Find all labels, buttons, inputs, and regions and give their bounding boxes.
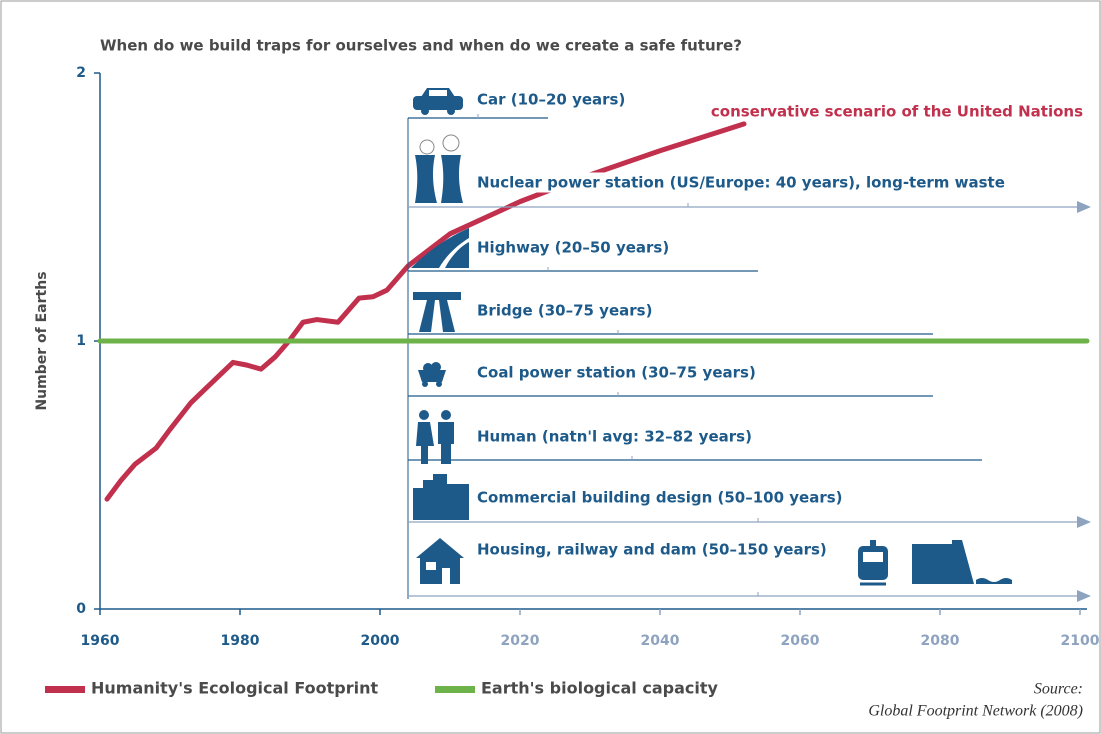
legend-swatch — [435, 686, 475, 693]
source: Source: — [1034, 681, 1083, 698]
chart-title: When do we build traps for ourselves and… — [100, 37, 742, 55]
legend-label: Earth's biological capacity — [481, 679, 718, 698]
x-tick-label: 2060 — [781, 633, 820, 649]
x-tick-label: 2000 — [361, 633, 400, 649]
y-tick-label: 2 — [76, 65, 86, 81]
y-axis-label: Number of Earths — [34, 271, 50, 410]
x-tick-label: 1980 — [221, 633, 260, 649]
timeline-label: Car (10–20 years) — [477, 91, 625, 109]
timeline-label: Housing, railway and dam (50–150 years) — [477, 541, 827, 559]
legend-label: Humanity's Ecological Footprint — [91, 679, 378, 698]
dam-icon — [912, 540, 1012, 584]
highway-icon — [411, 228, 469, 268]
label-background — [474, 89, 629, 110]
x-tick-label: 2100 — [1061, 633, 1100, 649]
y-tick-label: 1 — [76, 333, 86, 349]
timeline-label: Nuclear power station (US/Europe: 40 yea… — [477, 174, 1005, 192]
timeline-label: Bridge (30–75 years) — [477, 302, 652, 320]
arrow-head — [1077, 516, 1091, 528]
building-icon — [413, 474, 469, 520]
timeline-label: Human (natn'l avg: 32–82 years) — [477, 428, 752, 446]
human-icon — [416, 410, 454, 464]
label-background — [474, 172, 1008, 193]
coal-icon — [418, 362, 446, 387]
timeline-label: Highway (20–50 years) — [477, 239, 669, 257]
label-background — [474, 300, 656, 321]
nuclear-icon — [415, 134, 463, 203]
x-tick-label: 2040 — [641, 633, 680, 649]
house-icon — [416, 538, 464, 584]
legend-swatch — [45, 686, 85, 693]
x-tick-label: 2020 — [501, 633, 540, 649]
label-background — [474, 487, 846, 508]
timeline-label: Coal power station (30–75 years) — [477, 364, 756, 382]
label-background — [474, 539, 830, 560]
car-icon — [413, 88, 463, 115]
arrow-head — [1077, 201, 1091, 213]
arrow-head — [1077, 590, 1091, 602]
x-tick-label: 1960 — [81, 633, 120, 649]
timeline-label: Commercial building design (50–100 years… — [477, 489, 843, 507]
label-background — [474, 362, 759, 383]
annotation: conservative scenario of the United Nati… — [711, 103, 1083, 121]
source: Global Footprint Network (2008) — [868, 703, 1083, 720]
label-background — [474, 426, 755, 447]
y-tick-label: 0 — [76, 601, 86, 617]
label-background — [474, 237, 673, 258]
train-icon — [858, 540, 888, 586]
bridge-icon — [413, 292, 461, 332]
icons — [411, 88, 1012, 586]
x-tick-label: 2080 — [921, 633, 960, 649]
